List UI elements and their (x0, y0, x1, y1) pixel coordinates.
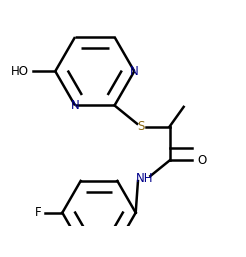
Text: NH: NH (135, 172, 153, 185)
Text: O: O (198, 154, 207, 167)
Text: N: N (130, 65, 139, 78)
Text: S: S (138, 120, 145, 133)
Text: F: F (34, 206, 41, 219)
Text: HO: HO (11, 65, 29, 78)
Text: N: N (71, 99, 79, 112)
